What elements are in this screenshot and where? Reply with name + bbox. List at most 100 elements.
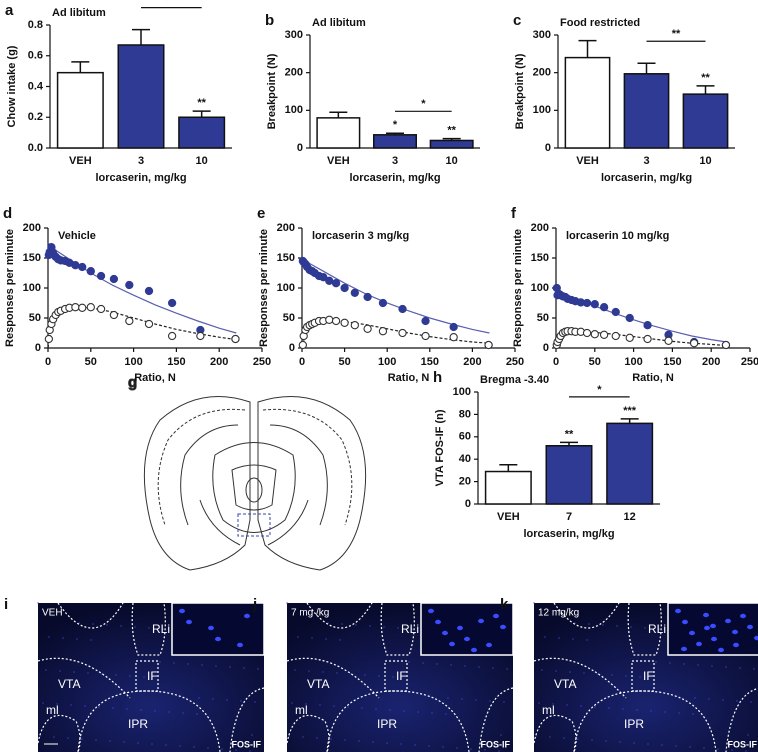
stain-dot bbox=[45, 669, 47, 671]
stain-dot bbox=[254, 701, 256, 703]
panel-letter: f bbox=[511, 205, 517, 222]
stain-dot bbox=[566, 704, 568, 706]
point bbox=[378, 327, 388, 336]
stain-dot bbox=[403, 710, 405, 712]
inset-cell bbox=[689, 630, 695, 636]
stain-dot bbox=[143, 676, 145, 678]
y-tick-label: 60 bbox=[459, 431, 471, 443]
inset-cell bbox=[208, 625, 214, 631]
stain-dot bbox=[389, 709, 391, 711]
point bbox=[350, 321, 359, 330]
y-tick-label: 0.8 bbox=[28, 19, 43, 31]
y-tick-label: 100 bbox=[277, 282, 295, 294]
stain-dot bbox=[622, 708, 624, 710]
x-tick-label: 12 bbox=[624, 511, 636, 523]
panel-letter: d bbox=[3, 205, 12, 222]
point bbox=[643, 321, 652, 330]
if-box bbox=[135, 660, 159, 692]
stain-dot bbox=[594, 706, 596, 708]
stain-dot bbox=[358, 740, 360, 742]
x-tick-label: 250 bbox=[741, 356, 758, 368]
x-axis-label: lorcaserin, mg/kg bbox=[95, 172, 186, 184]
y-tick-label: 0 bbox=[289, 342, 295, 354]
stain-dot bbox=[625, 675, 627, 677]
stain-dot bbox=[369, 625, 371, 627]
stain-dot bbox=[650, 710, 652, 712]
stain-dot bbox=[739, 667, 741, 669]
x-tick-label: 3 bbox=[138, 155, 144, 167]
inset-cell bbox=[457, 625, 463, 631]
point bbox=[599, 303, 609, 312]
stain-dot bbox=[240, 700, 242, 702]
stain-dot bbox=[533, 602, 535, 604]
micrograph-label: 12 mg/kg bbox=[538, 608, 579, 619]
inset-cell bbox=[675, 608, 681, 614]
stain-dot bbox=[572, 638, 574, 640]
stain-dot bbox=[339, 639, 341, 641]
inset-cell bbox=[704, 625, 710, 631]
point bbox=[363, 324, 372, 333]
x-tick-label: 100 bbox=[624, 356, 642, 368]
stain-dot bbox=[333, 705, 335, 707]
region-label: VTA bbox=[307, 677, 329, 691]
point bbox=[331, 316, 341, 326]
point bbox=[96, 304, 106, 314]
point bbox=[590, 330, 599, 339]
stain-dot bbox=[364, 674, 366, 676]
point bbox=[599, 330, 609, 339]
significance: *** bbox=[623, 405, 637, 417]
stain-dot bbox=[658, 628, 660, 630]
stain-dot bbox=[678, 712, 680, 714]
panel-letter: e bbox=[257, 205, 265, 222]
panel-letter: i bbox=[4, 596, 8, 613]
stain-dot bbox=[330, 738, 332, 740]
stain-dot bbox=[62, 637, 64, 639]
point bbox=[167, 298, 177, 308]
stain-dot bbox=[140, 709, 142, 711]
stain-dot bbox=[286, 602, 288, 604]
y-tick-label: 100 bbox=[533, 104, 551, 116]
stain-dot bbox=[417, 711, 419, 713]
stain-dot bbox=[392, 676, 394, 678]
stain-dot bbox=[683, 663, 685, 665]
stain-dot bbox=[151, 743, 153, 745]
stain-dot bbox=[159, 661, 161, 663]
x-tick-label: 10 bbox=[446, 155, 458, 167]
y-tick-label: 200 bbox=[23, 222, 41, 234]
stain-dot bbox=[577, 738, 579, 740]
point bbox=[611, 307, 620, 317]
stain-dot bbox=[722, 699, 724, 701]
stain-dot bbox=[249, 750, 251, 752]
point bbox=[109, 274, 119, 284]
stain-dot bbox=[506, 668, 508, 670]
bar bbox=[606, 422, 654, 505]
stain-dot bbox=[182, 712, 184, 714]
micrograph-label: VEH bbox=[42, 608, 63, 619]
chart-title: lorcaserin 10 mg/kg bbox=[566, 230, 669, 242]
point bbox=[449, 333, 458, 342]
stain-dot bbox=[148, 627, 150, 629]
bar bbox=[429, 139, 474, 149]
stain-dot bbox=[109, 740, 111, 742]
inset-cell bbox=[428, 608, 434, 614]
panel-letter: h bbox=[433, 369, 442, 386]
x-tick-label: 10 bbox=[196, 155, 208, 167]
y-tick-label: 0.6 bbox=[28, 50, 43, 62]
x-tick-label: 150 bbox=[167, 356, 185, 368]
point bbox=[398, 328, 407, 338]
stain-dot bbox=[442, 746, 444, 748]
point bbox=[421, 331, 430, 341]
point bbox=[325, 276, 334, 285]
stain-dot bbox=[198, 697, 200, 699]
y-axis-label: Breakpoint (N) bbox=[266, 53, 278, 129]
inset-cell bbox=[732, 629, 738, 635]
stain-dot bbox=[70, 704, 72, 706]
y-tick-label: 150 bbox=[277, 252, 295, 264]
bar bbox=[178, 116, 226, 149]
region-outline bbox=[533, 714, 577, 752]
x-axis-label: Ratio, N bbox=[388, 372, 430, 384]
stain-dot bbox=[39, 735, 41, 737]
inset-cell bbox=[435, 619, 441, 625]
region-outline bbox=[553, 602, 620, 629]
x-tick-label: VEH bbox=[327, 155, 350, 167]
